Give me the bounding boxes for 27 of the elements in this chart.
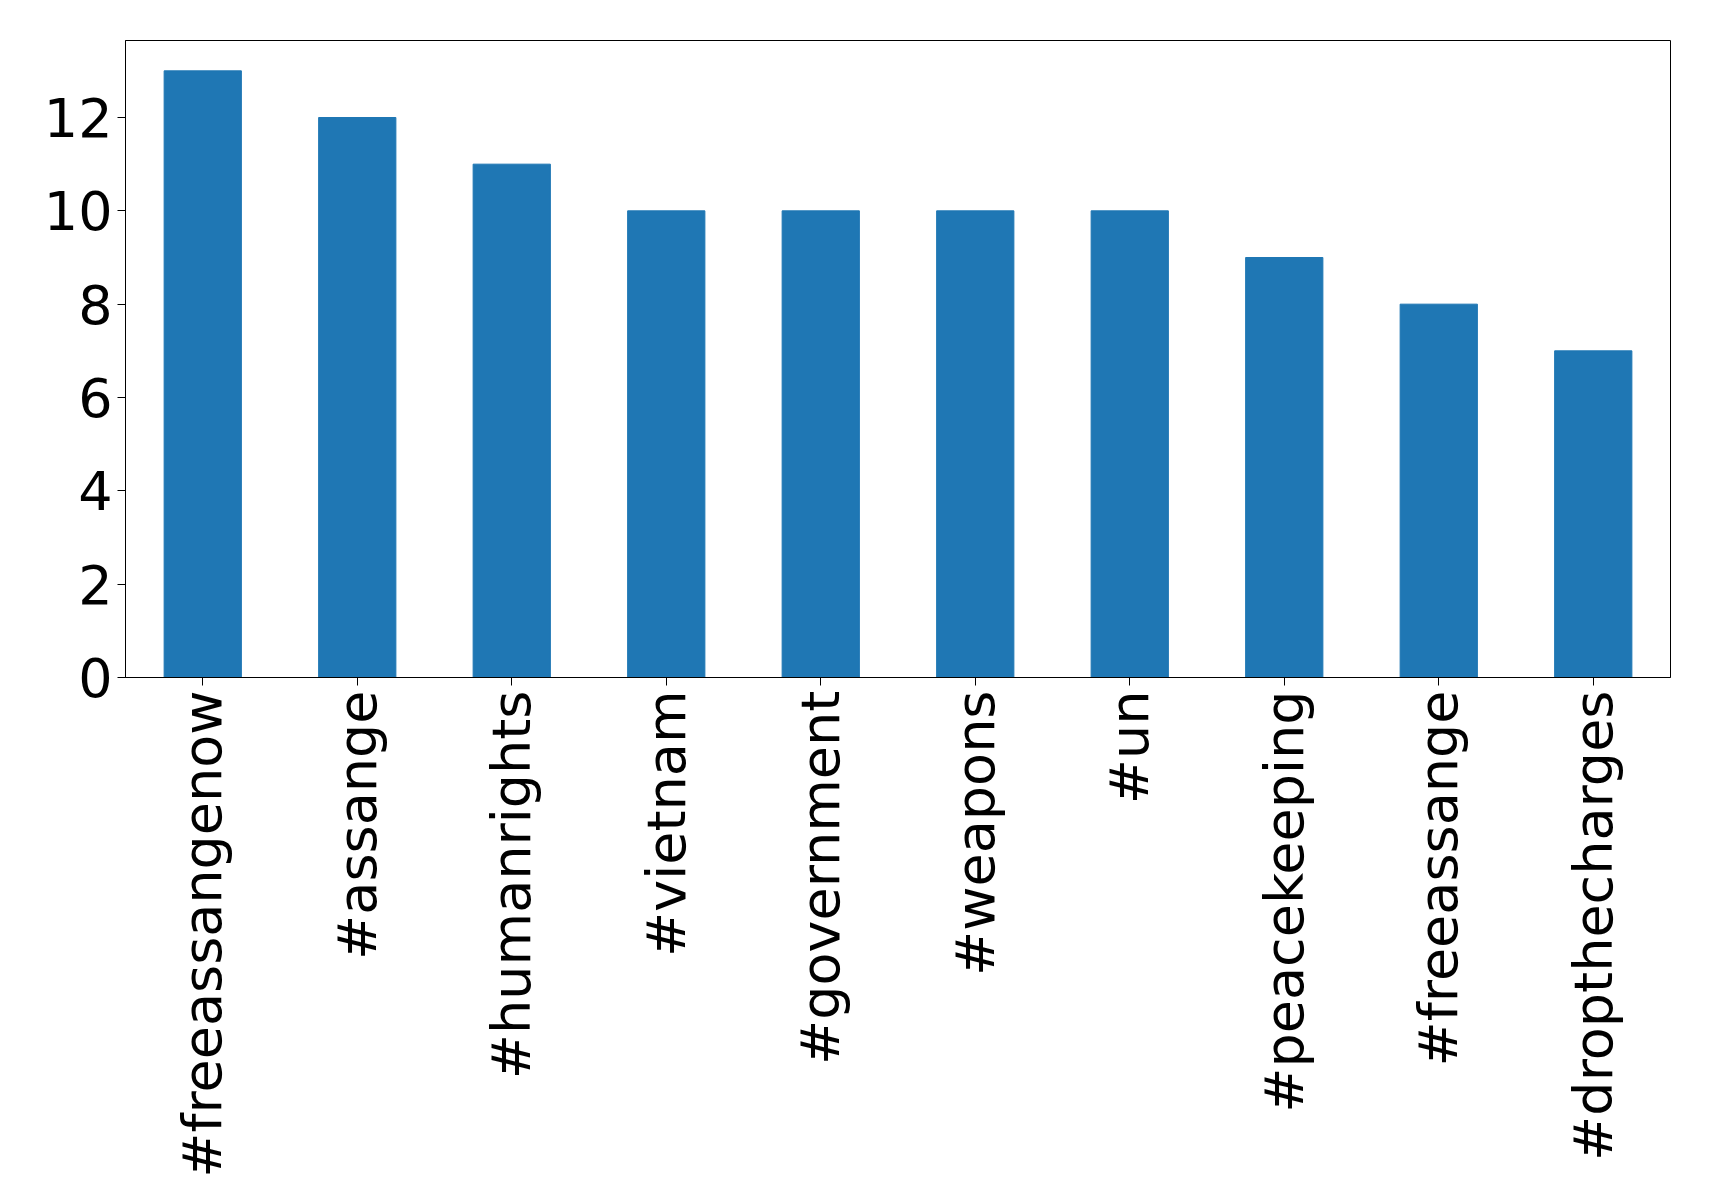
bar [627, 210, 706, 678]
y-tick-label: 10 [43, 180, 113, 244]
y-tick-label: 4 [78, 460, 113, 524]
x-tick-label: #freeassangenow [171, 690, 235, 1178]
bar [1090, 210, 1169, 678]
bar [1554, 350, 1633, 678]
x-tick-label: #un [1098, 690, 1162, 805]
x-tick-label: #weapons [943, 690, 1007, 976]
bar [163, 70, 242, 678]
x-tick-label: #vietnam [634, 690, 698, 958]
bar [472, 163, 551, 678]
x-tick-label: #assange [325, 690, 389, 960]
y-tick-label: 8 [78, 273, 113, 337]
y-tick-label: 2 [78, 553, 113, 617]
x-tick-label: #freeassange [1407, 690, 1471, 1067]
x-tick-label: #peacekeeping [1252, 690, 1316, 1113]
x-tick-label: #humanrights [480, 690, 544, 1080]
y-tick-label: 6 [78, 367, 113, 430]
y-tick-label: 0 [78, 647, 113, 710]
bar [1399, 303, 1478, 678]
bar [1245, 257, 1324, 678]
x-tick-label: #dropthecharges [1561, 690, 1625, 1161]
bar [318, 117, 397, 678]
bar [781, 210, 860, 678]
y-tick-label: 12 [43, 87, 113, 150]
bar [936, 210, 1015, 678]
x-tick-label: #government [789, 690, 853, 1065]
